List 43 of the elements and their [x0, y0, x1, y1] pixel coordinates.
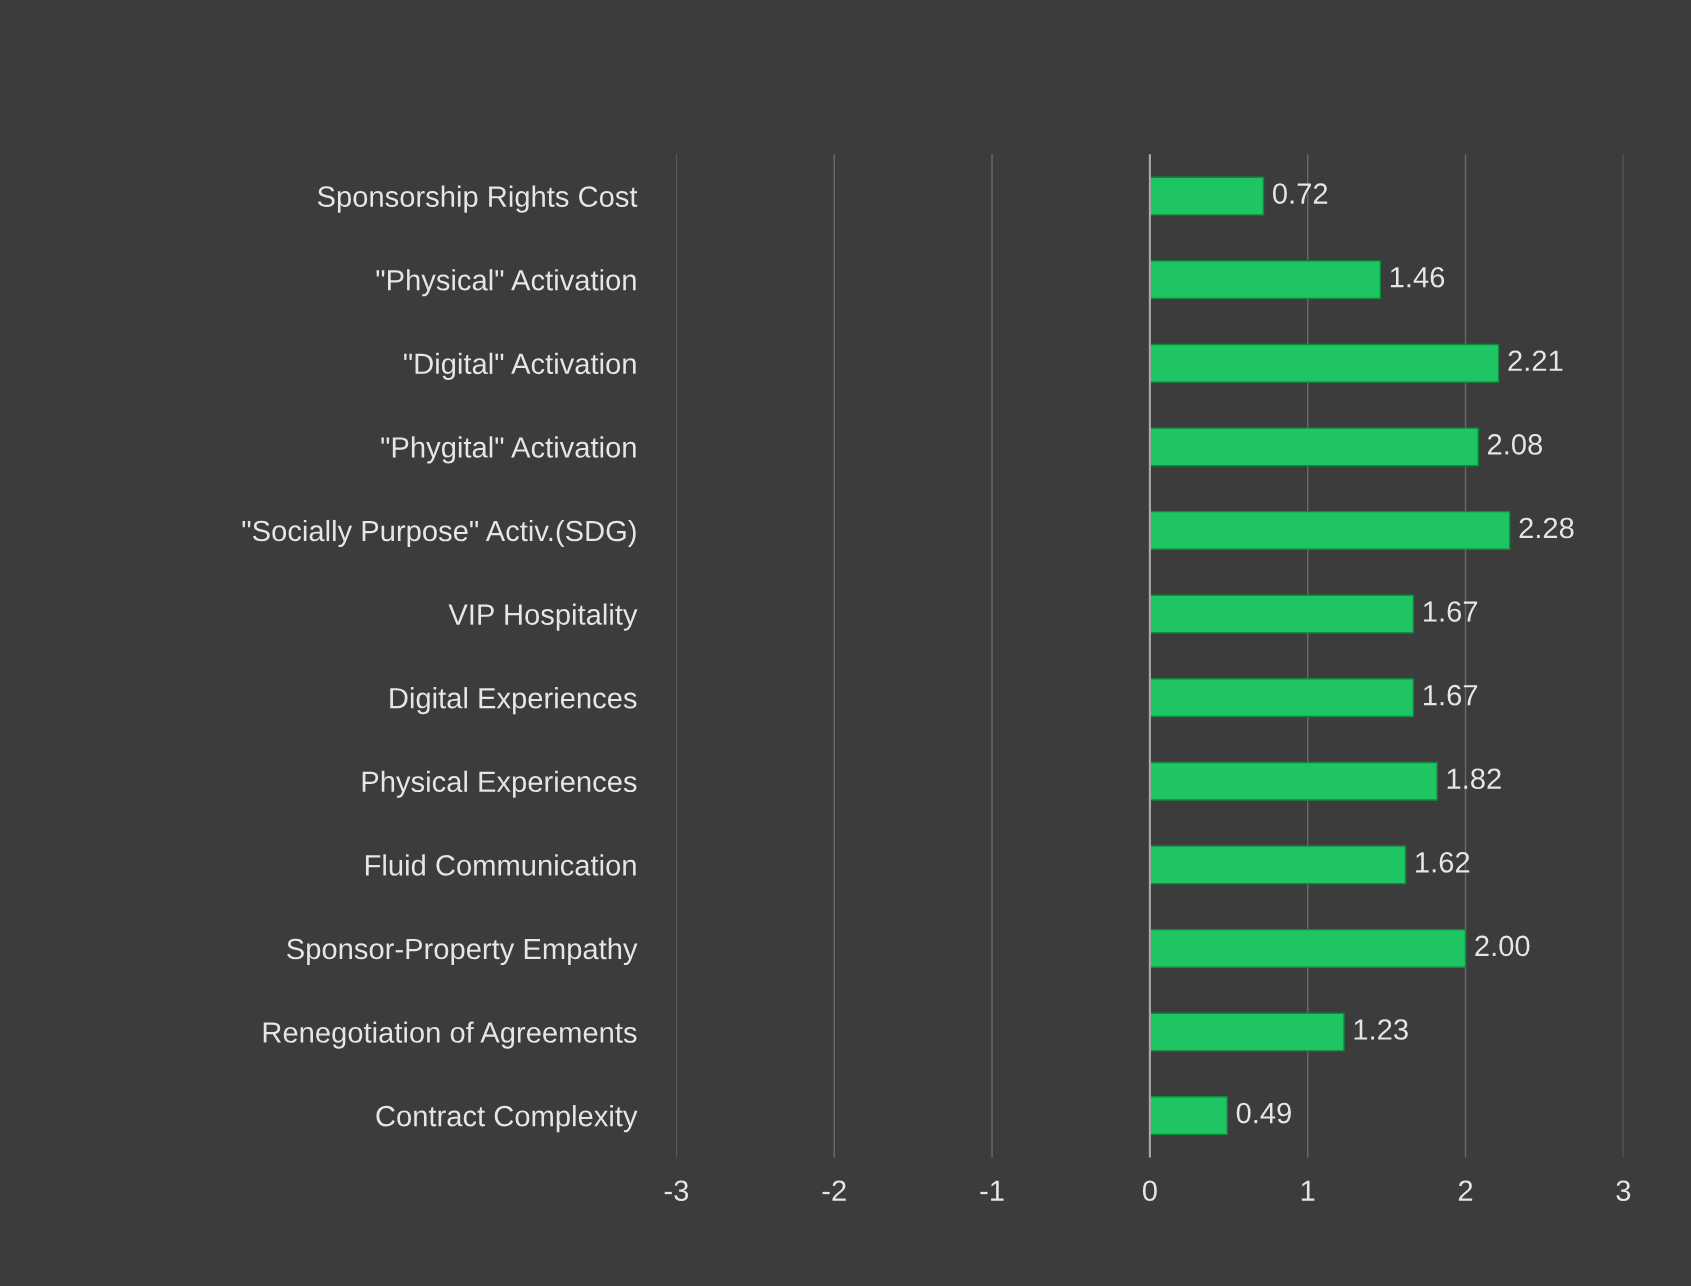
data-label: 0.72 [1272, 183, 1328, 204]
data-label: 1.46 [1390, 266, 1445, 288]
x-tick-label: -2 [822, 1180, 846, 1201]
data-label: 2.08 [1487, 434, 1542, 455]
y-tick-label: "Phygital" Activation [381, 436, 636, 464]
y-tick-label: Renegotiation of Agreements [263, 1021, 637, 1049]
data-label: 1.67 [1424, 601, 1478, 622]
bar [1149, 510, 1511, 550]
y-tick-label: Sponsorship Rights Cost [317, 185, 638, 213]
data-label: 1.62 [1416, 852, 1470, 873]
bar [1149, 260, 1382, 300]
bar [1149, 1012, 1345, 1052]
bar [1149, 845, 1407, 885]
bar [1149, 678, 1415, 718]
data-label: 2.00 [1475, 935, 1530, 957]
data-label: 1.67 [1424, 684, 1478, 706]
data-label: 1.23 [1354, 1019, 1408, 1040]
y-tick-label: Contract Complexity [376, 1105, 638, 1133]
bar [1149, 594, 1415, 634]
y-tick-label: Digital Experiences [390, 687, 637, 715]
y-tick-label: Physical Experiences [362, 770, 637, 798]
y-tick-label: Sponsor-Property Empathy [287, 937, 638, 966]
y-tick-label: VIP Hospitality [448, 603, 638, 631]
x-tick-label: 0 [1142, 1180, 1157, 1202]
x-tick-label: -3 [664, 1180, 689, 1202]
data-label: 1.82 [1447, 768, 1501, 790]
bar [1149, 343, 1500, 383]
y-tick-label: "Digital" Activation [404, 352, 636, 380]
data-label: 2.21 [1508, 350, 1563, 371]
y-tick-label: "Physical" Activation [376, 269, 636, 297]
x-tick-label: 3 [1616, 1180, 1631, 1202]
x-tick-label: 2 [1458, 1180, 1473, 1201]
data-label: 2.28 [1519, 517, 1574, 539]
bar [1149, 176, 1265, 216]
bar [1149, 1096, 1228, 1136]
data-label: 0.49 [1236, 1102, 1291, 1124]
x-tick-label: -1 [980, 1180, 1004, 1201]
bar [1149, 427, 1479, 467]
bar [1149, 928, 1467, 968]
bar [1149, 761, 1438, 801]
y-tick-label: Fluid Communication [365, 854, 636, 876]
y-tick-label: "Socially Purpose" Activ.(SDG) [242, 519, 636, 548]
x-tick-label: 1 [1301, 1180, 1315, 1201]
